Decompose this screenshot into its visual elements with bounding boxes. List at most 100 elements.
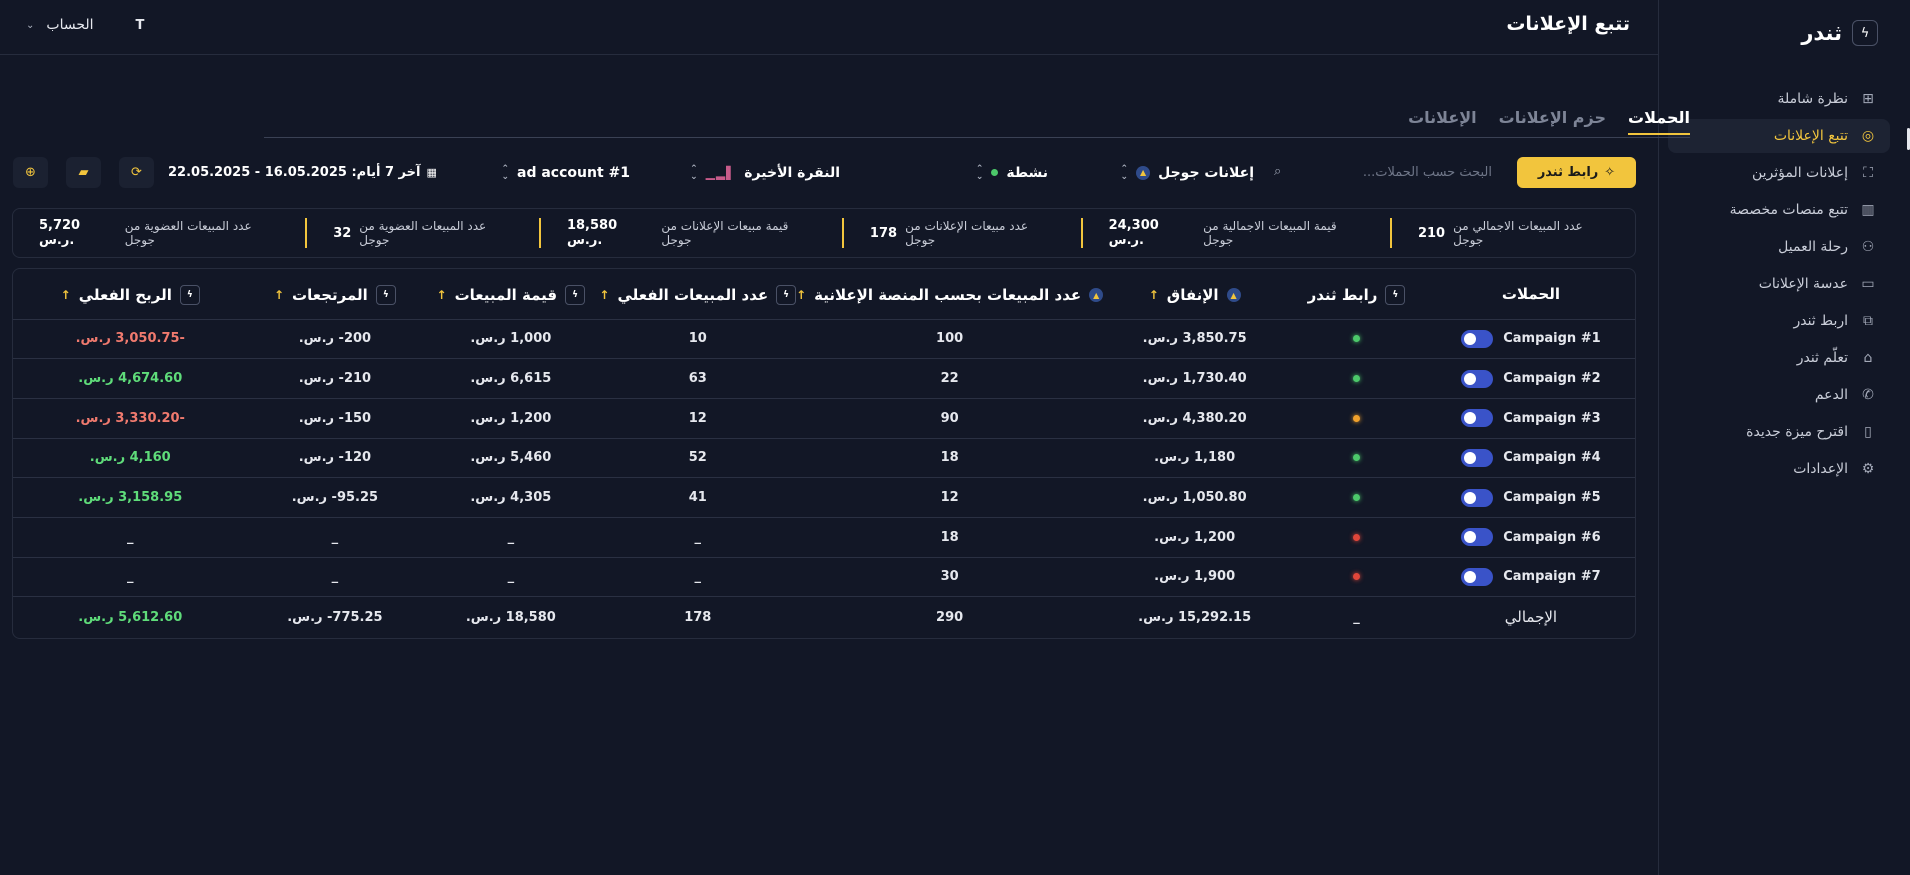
actual-sales-cell: _ (599, 557, 797, 598)
platform-sales-cell: 22 (796, 358, 1104, 399)
graduation-cap-icon: ⌂ (1863, 350, 1873, 366)
sales-value-cell: 5,460 ر.س. (422, 438, 600, 479)
sidebar-item-label: تتبع منصات مخصصة (1729, 202, 1848, 218)
sidebar-item-4[interactable]: ⚇ رحلة العميل (1668, 230, 1890, 264)
sort-arrow-icon[interactable]: ↑ (436, 287, 447, 302)
thunder-link-status (1286, 477, 1427, 518)
campaign-toggle[interactable] (1461, 329, 1494, 348)
campaign-toggle[interactable] (1461, 369, 1494, 388)
spend-cell: 1,180 ر.س. (1103, 438, 1287, 479)
export-button[interactable]: ▰ (66, 157, 101, 188)
campaign-name: Campaign #3 (1503, 410, 1601, 426)
platform-sales-cell: 18 (796, 438, 1104, 479)
table-row[interactable]: Campaign #7 1,900 ر.س. 30 _ _ _ _ (13, 557, 1635, 598)
status-value: نشطة (1006, 164, 1048, 181)
platform-dropdown[interactable]: ⌃ ⌄ ▲ إعلانات جوجل (1121, 157, 1254, 188)
sidebar-item-10[interactable]: ⚙ الإعدادات (1668, 452, 1890, 486)
sort-arrow-icon[interactable]: ↑ (599, 287, 610, 302)
col-actual-sales[interactable]: ϟ عدد المبيعات الفعلي ↑ (599, 269, 797, 320)
stat-organic-sales-count: عدد المبيعات العضوية من جوجل 32 (307, 218, 541, 248)
thunder-link-status (1286, 557, 1427, 598)
status-dot (1353, 573, 1360, 581)
spend-cell: 1,730.40 ر.س. (1103, 358, 1287, 399)
campaign-toggle[interactable] (1461, 448, 1494, 467)
avatar[interactable]: T (135, 17, 145, 33)
total-spend: 15,292.15 ر.س. (1138, 609, 1252, 625)
add-button[interactable]: ⊕ (13, 157, 48, 188)
sidebar-item-9[interactable]: ▯ اقترح ميزة جديدة (1668, 415, 1890, 449)
sidebar-item-3[interactable]: ▥ تتبع منصات مخصصة (1668, 193, 1890, 227)
sidebar-item-label: عدسة الإعلانات (1758, 276, 1848, 292)
attribution-dropdown[interactable]: ⌃ ⌄ ▁▂▌ النقرة الأخيرة (690, 157, 840, 188)
tab-ad-sets[interactable]: حزم الإعلانات (1498, 108, 1607, 127)
table-row[interactable]: Campaign #3 4,380.20 ر.س. 90 12 1,200 ر.س. 15… (13, 398, 1635, 439)
ad-account-dropdown[interactable]: ⌃ ⌄ ad account #1 (501, 157, 630, 188)
actual-sales-cell: 41 (599, 477, 797, 518)
table-row[interactable]: Campaign #1 3,850.75 ر.س. 100 10 1,000 ر.س. 2… (13, 319, 1635, 360)
table-row[interactable]: Campaign #5 1,050.80 ر.س. 12 41 4,305 ر.س. 95… (13, 477, 1635, 518)
col-refunds[interactable]: ϟ المرتجعات ↑ (247, 269, 423, 320)
stat-total-sales-count: عدد المبيعات الاجمالي من جوجل 210 (1417, 219, 1583, 247)
campaigns-table: الحملات ϟ رابط ثندر ▲ الإنفاق ↑ ▲ عدد المبيع… (12, 268, 1636, 639)
bolt-icon: ϟ (1385, 284, 1406, 305)
thunder-link-status (1286, 358, 1427, 399)
active-status-dot (991, 169, 999, 176)
sort-arrow-icon[interactable]: ↑ (1148, 288, 1159, 302)
search-input[interactable] (1266, 157, 1506, 188)
tab-campaigns[interactable]: الحملات (1628, 108, 1690, 135)
table-row[interactable]: Campaign #6 1,200 ر.س. 18 _ _ _ _ (13, 517, 1635, 558)
total-refunds: 775.25- ر.س. (287, 609, 383, 625)
sidebar-item-6[interactable]: ⧉ اربط ثندر (1668, 304, 1890, 338)
col-net-profit[interactable]: ϟ الربح الفعلي ↑ (13, 269, 248, 320)
spend-cell: 4,380.20 ر.س. (1103, 398, 1287, 439)
sort-arrow-icon[interactable]: ↑ (273, 287, 285, 302)
col-platform-sales[interactable]: ▲ عدد المبيعات بحسب المنصة الإعلانية ↑ (796, 269, 1104, 320)
refresh-button[interactable]: ⟳ (119, 157, 154, 188)
refunds-cell: 120- ر.س. (247, 438, 423, 479)
updown-chevron-icon: ⌃ ⌄ (501, 163, 510, 182)
account-menu[interactable]: ⌄ الحساب T (26, 17, 144, 33)
total-link: _ (1353, 609, 1360, 625)
actual-sales-cell: 12 (599, 398, 797, 439)
campaign-toggle[interactable] (1461, 409, 1494, 428)
campaign-name: Campaign #1 (1503, 331, 1601, 347)
campaign-toggle[interactable] (1461, 528, 1494, 547)
platform-sales-cell: 100 (796, 319, 1104, 360)
table-row[interactable]: Campaign #4 1,180 ر.س. 18 52 5,460 ر.س. 120- … (13, 438, 1635, 479)
thunder-link-button[interactable]: رابط ثندر ✧ (1517, 157, 1636, 188)
total-sales-value: 18,580 ر.س. (465, 609, 556, 625)
filters-bar: رابط ثندر ✧ ⌕ ⌃⌄ ▲ إعلانات جوجل ⌃⌄ نشطة … (12, 156, 1636, 188)
campaign-name: Campaign #6 (1503, 529, 1601, 545)
sidebar-item-label: الإعدادات (1793, 461, 1848, 477)
status-dot (1353, 375, 1360, 383)
status-dot (1353, 454, 1360, 462)
actual-sales-cell: 10 (599, 319, 797, 360)
sidebar-item-label: الدعم (1814, 387, 1848, 403)
sidebar-item-8[interactable]: ✆ الدعم (1668, 378, 1890, 412)
campaign-toggle[interactable] (1461, 567, 1494, 586)
sidebar-item-5[interactable]: ▭ عدسة الإعلانات (1668, 267, 1890, 301)
sidebar-item-7[interactable]: ⌂ تعلّم ثندر (1668, 341, 1890, 375)
grid-icon: ⊞ (1862, 91, 1874, 107)
tab-ads[interactable]: الإعلانات (1408, 108, 1477, 127)
col-spend[interactable]: ▲ الإنفاق ↑ (1103, 269, 1287, 320)
campaign-toggle[interactable] (1461, 488, 1494, 507)
profit-cell: _ (13, 557, 248, 598)
thunder-link-status (1286, 319, 1427, 360)
sidebar-item-2[interactable]: ⛶ إعلانات المؤثرين (1668, 156, 1890, 190)
table-row[interactable]: Campaign #2 1,730.40 ر.س. 22 63 6,615 ر.س. 21… (13, 358, 1635, 399)
col-thunder-link[interactable]: ϟ رابط ثندر (1286, 269, 1427, 320)
network-icon: ⧉ (1863, 313, 1873, 329)
col-sales-value[interactable]: ϟ قيمة المبيعات ↑ (422, 269, 600, 320)
campaign-name-cell: Campaign #2 (1426, 358, 1635, 399)
sort-arrow-icon[interactable]: ↑ (796, 288, 807, 302)
brand[interactable]: ثندر ϟ (1801, 20, 1878, 46)
sidebar-nav: ⊞ نظرة شاملة ◎ تتبع الإعلانات ⛶ إعلانات المؤث… (1658, 82, 1910, 489)
sidebar-item-1[interactable]: ◎ تتبع الإعلانات (1668, 119, 1890, 153)
status-dropdown[interactable]: ⌃ ⌄ نشطة (976, 157, 1048, 188)
total-profit: 5,612.60 ر.س. (78, 609, 183, 625)
sidebar-item-0[interactable]: ⊞ نظرة شاملة (1668, 82, 1890, 116)
total-actual-sales: 178 (684, 609, 712, 625)
date-range-picker[interactable]: آخر 7 أيام: 16.05.2025 - 22.05.2025 ▦ (168, 157, 437, 188)
sort-arrow-icon[interactable]: ↑ (60, 287, 71, 302)
